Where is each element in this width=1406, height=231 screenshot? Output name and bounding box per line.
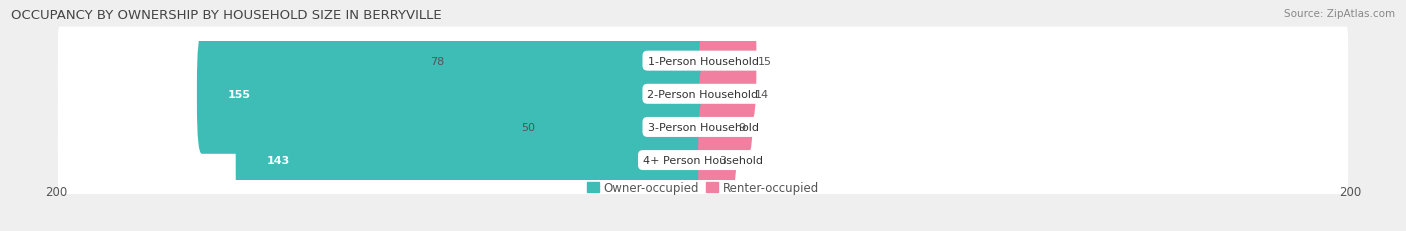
FancyBboxPatch shape [58, 94, 1348, 161]
Text: 14: 14 [755, 89, 769, 99]
FancyBboxPatch shape [537, 68, 707, 187]
FancyBboxPatch shape [699, 35, 754, 154]
Text: 143: 143 [267, 155, 290, 165]
FancyBboxPatch shape [699, 101, 717, 220]
Text: 2-Person Household: 2-Person Household [647, 89, 759, 99]
Text: OCCUPANCY BY OWNERSHIP BY HOUSEHOLD SIZE IN BERRYVILLE: OCCUPANCY BY OWNERSHIP BY HOUSEHOLD SIZE… [11, 9, 441, 22]
FancyBboxPatch shape [58, 27, 1348, 95]
Text: 3: 3 [720, 155, 725, 165]
FancyBboxPatch shape [699, 2, 756, 121]
Text: 155: 155 [228, 89, 250, 99]
Text: 3-Person Household: 3-Person Household [648, 122, 758, 132]
Text: 15: 15 [758, 56, 772, 66]
Text: 9: 9 [738, 122, 745, 132]
Text: Source: ZipAtlas.com: Source: ZipAtlas.com [1284, 9, 1395, 19]
FancyBboxPatch shape [197, 35, 707, 154]
Text: 1-Person Household: 1-Person Household [648, 56, 758, 66]
FancyBboxPatch shape [58, 127, 1348, 194]
Legend: Owner-occupied, Renter-occupied: Owner-occupied, Renter-occupied [582, 177, 824, 199]
FancyBboxPatch shape [446, 2, 707, 121]
Text: 50: 50 [520, 122, 534, 132]
Text: 4+ Person Household: 4+ Person Household [643, 155, 763, 165]
Text: 78: 78 [430, 56, 444, 66]
FancyBboxPatch shape [699, 68, 737, 187]
FancyBboxPatch shape [58, 61, 1348, 128]
FancyBboxPatch shape [236, 101, 707, 220]
